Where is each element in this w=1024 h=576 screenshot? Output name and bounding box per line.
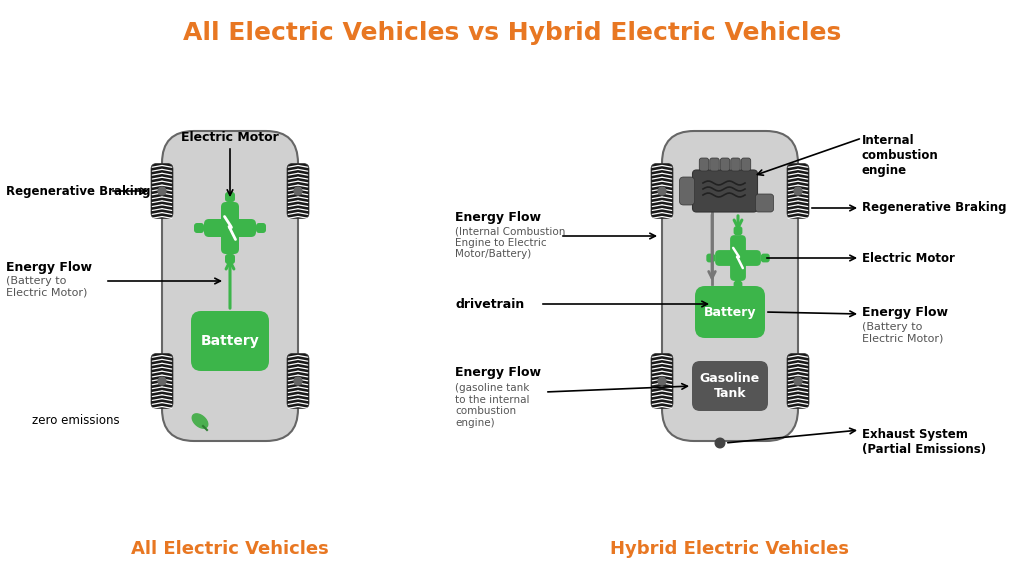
FancyBboxPatch shape	[692, 170, 758, 212]
Text: All Electric Vehicles: All Electric Vehicles	[131, 540, 329, 558]
FancyBboxPatch shape	[730, 235, 745, 281]
FancyBboxPatch shape	[695, 286, 765, 338]
Circle shape	[658, 187, 666, 195]
FancyBboxPatch shape	[680, 177, 694, 205]
FancyBboxPatch shape	[204, 219, 256, 237]
Text: Energy Flow: Energy Flow	[455, 366, 541, 379]
FancyBboxPatch shape	[287, 164, 309, 218]
FancyBboxPatch shape	[221, 202, 239, 254]
FancyBboxPatch shape	[733, 281, 742, 290]
Text: Gasoline
Tank: Gasoline Tank	[699, 372, 760, 400]
FancyBboxPatch shape	[256, 223, 266, 233]
Circle shape	[715, 438, 725, 448]
FancyBboxPatch shape	[733, 226, 742, 235]
Circle shape	[294, 187, 302, 195]
FancyBboxPatch shape	[151, 164, 173, 218]
Circle shape	[158, 187, 166, 195]
FancyBboxPatch shape	[720, 158, 730, 171]
FancyBboxPatch shape	[662, 131, 798, 441]
Text: Electric Motor: Electric Motor	[862, 252, 954, 264]
Text: Hybrid Electric Vehicles: Hybrid Electric Vehicles	[610, 540, 850, 558]
FancyBboxPatch shape	[225, 192, 234, 202]
Text: Energy Flow: Energy Flow	[862, 306, 948, 319]
Text: Regenerative Braking: Regenerative Braking	[862, 202, 1007, 214]
FancyBboxPatch shape	[787, 164, 809, 218]
FancyBboxPatch shape	[787, 354, 809, 408]
Text: Energy Flow: Energy Flow	[6, 261, 92, 274]
Text: Battery: Battery	[201, 334, 259, 348]
FancyBboxPatch shape	[194, 223, 204, 233]
FancyBboxPatch shape	[756, 194, 773, 212]
Text: (Battery to
Electric Motor): (Battery to Electric Motor)	[6, 276, 87, 298]
Text: Energy Flow: Energy Flow	[455, 211, 541, 224]
FancyBboxPatch shape	[761, 253, 770, 263]
Circle shape	[794, 377, 802, 385]
FancyBboxPatch shape	[287, 354, 309, 408]
Text: (Internal Combustion
Engine to Electric
Motor/Battery): (Internal Combustion Engine to Electric …	[455, 226, 565, 259]
FancyBboxPatch shape	[225, 254, 234, 264]
FancyBboxPatch shape	[151, 354, 173, 408]
Text: (gasoline tank
to the internal
combustion
engine): (gasoline tank to the internal combustio…	[455, 383, 529, 428]
FancyBboxPatch shape	[715, 250, 761, 266]
Text: Internal
combustion
engine: Internal combustion engine	[862, 134, 939, 177]
Circle shape	[294, 377, 302, 385]
Circle shape	[158, 377, 166, 385]
FancyBboxPatch shape	[710, 158, 719, 171]
FancyBboxPatch shape	[707, 253, 715, 263]
FancyBboxPatch shape	[162, 131, 298, 441]
Circle shape	[658, 377, 666, 385]
FancyBboxPatch shape	[692, 361, 768, 411]
FancyBboxPatch shape	[651, 164, 673, 218]
Text: Exhaust System
(Partial Emissions): Exhaust System (Partial Emissions)	[862, 428, 986, 456]
Text: Electric Motor: Electric Motor	[181, 131, 279, 144]
FancyBboxPatch shape	[741, 158, 751, 171]
Polygon shape	[193, 414, 208, 428]
FancyBboxPatch shape	[651, 354, 673, 408]
Text: drivetrain: drivetrain	[455, 297, 524, 310]
Text: All Electric Vehicles vs Hybrid Electric Vehicles: All Electric Vehicles vs Hybrid Electric…	[183, 21, 841, 45]
Circle shape	[794, 187, 802, 195]
Text: Battery: Battery	[703, 305, 757, 319]
FancyBboxPatch shape	[191, 311, 269, 371]
Text: zero emissions: zero emissions	[32, 415, 120, 427]
Text: (Battery to
Electric Motor): (Battery to Electric Motor)	[862, 322, 943, 344]
FancyBboxPatch shape	[731, 158, 740, 171]
Text: Regenerative Braking: Regenerative Braking	[6, 184, 151, 198]
FancyBboxPatch shape	[699, 158, 709, 171]
